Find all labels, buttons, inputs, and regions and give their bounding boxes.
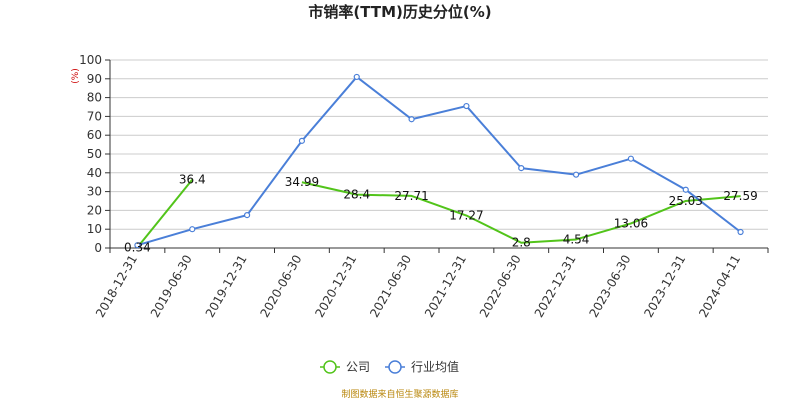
y-tick-label: 40 (87, 166, 102, 180)
series-line-0 (301, 181, 741, 244)
grid (110, 59, 768, 230)
series-point-1 (518, 165, 525, 172)
data-label: 27.71 (394, 189, 428, 203)
x-tick-label: 2022-06-30 (477, 253, 524, 320)
legend[interactable]: 公司 行业均值 (320, 359, 459, 374)
series-layer (134, 73, 744, 249)
source-note: 制图数据来自恒生聚源数据库 (341, 388, 458, 400)
series-point-1 (682, 186, 689, 193)
data-label: 13.06 (614, 216, 648, 230)
y-tick-label: 10 (87, 222, 102, 236)
y-tick-label: 30 (87, 185, 102, 199)
data-label: 4.54 (563, 232, 590, 246)
data-labels: 0.34 36.4 34.99 28.4 27.71 17.27 2.8 4.54 13.06 2… (124, 173, 758, 255)
y-tick-label: 90 (87, 72, 102, 86)
x-axis-ticks: 2018-12-31 2019-06-30 2019-12-31 2020-06-30… (93, 248, 769, 320)
x-tick-label: 2023-12-31 (641, 253, 688, 320)
y-tick-label: 80 (87, 91, 102, 105)
x-tick-label: 2019-12-31 (203, 252, 250, 319)
data-label: 25.03 (669, 194, 703, 208)
data-label: 27.59 (723, 189, 757, 203)
chart-title: 市销率(TTM)历史分位(%) (308, 3, 491, 21)
x-tick-label: 2020-06-30 (258, 253, 305, 320)
x-tick-label: 2020-12-31 (312, 253, 359, 320)
legend-label-0: 公司 (346, 360, 370, 374)
x-tick-label: 2022-12-31 (532, 253, 579, 320)
data-label: 17.27 (449, 209, 483, 223)
x-tick-label: 2024-04-11 (696, 253, 743, 320)
series-point-1 (463, 102, 470, 110)
data-label: 28.4 (343, 188, 370, 202)
data-label: 0.34 (124, 240, 151, 254)
x-tick-label: 2021-06-30 (367, 253, 414, 320)
series-point-1 (737, 228, 744, 236)
series-line-0 (136, 178, 194, 248)
series-point-1 (189, 226, 196, 233)
data-label: 34.99 (285, 175, 319, 189)
y-tick-label: 0 (94, 241, 102, 255)
y-tick-label: 50 (87, 147, 102, 161)
legend-marker-0 (323, 360, 337, 374)
legend-label-1: 行业均值 (411, 359, 459, 374)
series-point-1 (353, 73, 360, 81)
y-tick-label: 20 (87, 203, 102, 217)
y-axis-ticks: 0 10 20 30 40 50 60 70 80 90 100 (79, 53, 110, 255)
legend-marker-1 (388, 360, 402, 374)
y-tick-label: 70 (87, 109, 102, 123)
x-tick-label: 2019-06-30 (148, 253, 195, 320)
x-tick-label: 2021-12-31 (422, 252, 469, 319)
series-point-1 (243, 212, 251, 219)
series-line-1 (137, 75, 742, 247)
y-tick-label: 100 (79, 53, 102, 67)
series-point-1 (298, 137, 306, 144)
data-label: 2.8 (512, 236, 531, 250)
data-label: 36.4 (179, 173, 206, 187)
y-tick-label: 60 (87, 128, 102, 142)
series-point-1 (408, 116, 415, 123)
x-tick-label: 2023-06-30 (587, 253, 634, 320)
series-point-1 (572, 171, 580, 178)
series-point-1 (134, 242, 141, 249)
y-axis-unit: (%) (71, 68, 81, 84)
x-tick-label: 2018-12-31 (93, 253, 140, 320)
series-point-1 (627, 155, 635, 162)
